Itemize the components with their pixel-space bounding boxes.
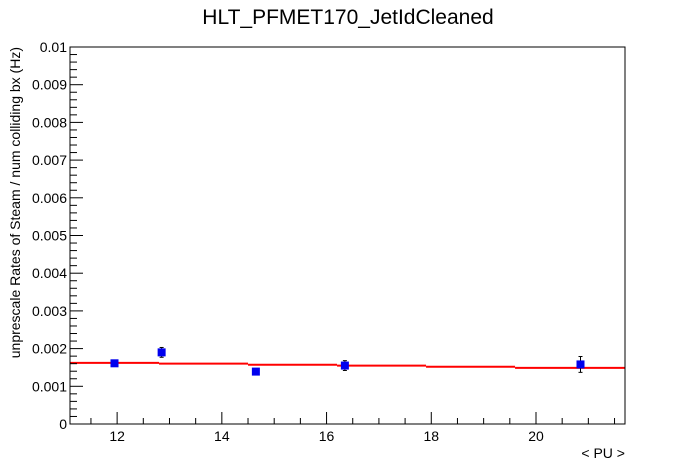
y-tick-label: 0.008	[32, 114, 67, 130]
y-tick-label: 0.01	[40, 39, 67, 55]
y-tick-label: 0.009	[32, 77, 67, 93]
data-point	[576, 356, 585, 373]
y-tick-label: 0.003	[32, 303, 67, 319]
x-tick-label: 18	[423, 428, 439, 444]
point-marker	[576, 360, 585, 369]
y-tick-label: 0.007	[32, 152, 67, 168]
data-points	[110, 346, 585, 376]
x-tick-label: 20	[528, 428, 544, 444]
y-tick-label: 0	[59, 416, 67, 432]
x-tick-label: 16	[319, 428, 335, 444]
point-marker	[251, 367, 260, 376]
data-point	[340, 360, 349, 371]
data-point	[157, 346, 166, 358]
point-marker	[110, 359, 119, 368]
point-marker	[157, 348, 166, 357]
y-tick-label: 0.001	[32, 378, 67, 394]
data-point	[110, 359, 119, 368]
x-tick-label: 12	[109, 428, 125, 444]
axes: 0 0.001 0.002 0.003 0.004 0.005 0.006 0.007 0.00…	[32, 39, 616, 444]
y-tick-label: 0.002	[32, 341, 67, 357]
x-tick-label: 14	[214, 428, 230, 444]
y-axis-label: unprescale Rates of Steam / num collidin…	[7, 47, 23, 358]
chart-title: HLT_PFMET170_JetIdCleaned	[202, 6, 493, 29]
data-point	[251, 367, 260, 376]
y-tick-label: 0.006	[32, 190, 67, 206]
point-marker	[340, 361, 349, 370]
y-tick-label: 0.005	[32, 228, 67, 244]
y-tick-label: 0.004	[32, 265, 67, 281]
x-axis-label: < PU >	[581, 445, 625, 461]
fit-line	[70, 361, 625, 369]
